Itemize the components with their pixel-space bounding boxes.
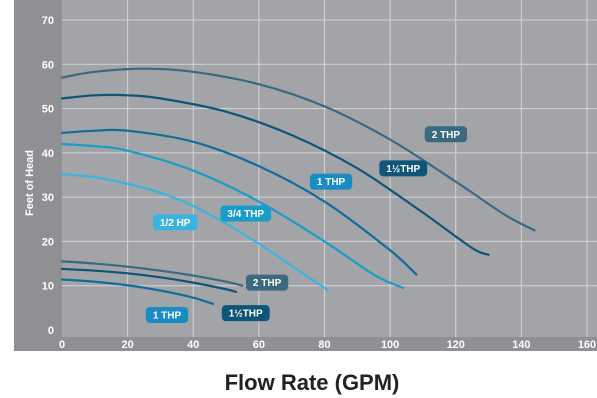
curve-label-text: 1 THP	[317, 177, 346, 188]
x-tick-label: 80	[318, 339, 330, 351]
curve-label-badge	[220, 205, 272, 222]
curve-label: 1/2 HP	[152, 214, 198, 231]
x-tick-label: 20	[122, 339, 134, 351]
curve-label-text: 1½THP	[386, 164, 420, 175]
x-tick-label: 60	[253, 339, 265, 351]
curve-label-badge	[245, 274, 289, 291]
x-tick-label: 0	[59, 339, 65, 351]
curve-label: 1 THP	[309, 173, 353, 190]
series-line-4	[60, 173, 329, 292]
series-line-3	[60, 142, 405, 290]
y-axis-band	[14, 0, 62, 351]
curve-label: 1 THP	[145, 306, 189, 323]
curve-label-text: 3/4 THP	[227, 209, 264, 220]
curve-label-text: 1½THP	[229, 309, 263, 320]
curve-label-text: 2 THP	[253, 278, 282, 289]
curve-label-layer: 2 THP 1½THP 1 THP 3/4 THP 1/2 HP 2 THP 1½THP 1 …	[145, 126, 468, 323]
curve-label: 1½THP	[379, 160, 428, 177]
curve-label: 3/4 THP	[220, 205, 272, 222]
x-tick-label: 40	[187, 339, 199, 351]
y-tick-label: 0	[48, 325, 54, 337]
curve-label-badge	[309, 173, 353, 190]
series-line-0	[60, 67, 536, 232]
curve-label-badge	[379, 160, 428, 177]
curve-label-badge	[424, 126, 468, 143]
curve-label-text: 1/2 HP	[160, 218, 191, 229]
series-line-2	[60, 128, 418, 276]
x-tick-label: 160	[578, 339, 596, 351]
curve-label: 2 THP	[245, 274, 289, 291]
x-tick-label: 100	[381, 339, 399, 351]
x-axis-band	[14, 337, 597, 351]
y-tick-label: 20	[42, 236, 54, 248]
y-tick-label: 40	[42, 148, 54, 160]
curve-label-badge	[221, 305, 270, 322]
curve-label-badge	[145, 306, 189, 323]
curve-label-text: 2 THP	[432, 130, 461, 141]
curve-label: 1½THP	[221, 305, 270, 322]
y-axis-title: Feet of Head	[24, 150, 36, 216]
series-line-5	[60, 260, 244, 287]
x-axis-title: Flow Rate (GPM)	[225, 370, 400, 395]
series-line-1	[60, 93, 490, 256]
y-tick-label: 70	[42, 15, 54, 27]
tick-label-layer: 0 10 20 30 40 50 60 70 0 20 40 60 80 100 120 140 160	[42, 15, 596, 351]
plot-area	[62, 0, 597, 337]
curve-label-badge	[152, 214, 198, 231]
x-tick-label: 120	[447, 339, 465, 351]
curve-label: 2 THP	[424, 126, 468, 143]
series-line-7	[60, 278, 215, 305]
y-tick-label: 10	[42, 281, 54, 293]
series-line-6	[60, 267, 238, 294]
x-tick-label: 140	[512, 339, 530, 351]
curve-label-text: 1 THP	[153, 310, 182, 321]
y-tick-label: 30	[42, 192, 54, 204]
curve-layer	[60, 67, 536, 305]
grid-lines	[62, 0, 597, 337]
y-tick-label: 60	[42, 59, 54, 71]
y-tick-label: 50	[42, 104, 54, 116]
